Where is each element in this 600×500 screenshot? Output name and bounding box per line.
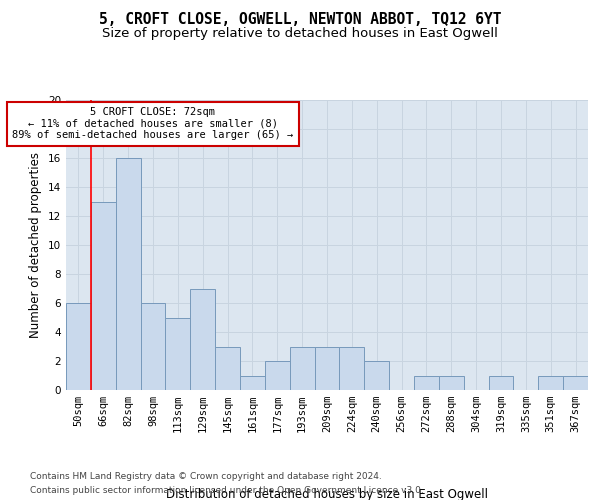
X-axis label: Distribution of detached houses by size in East Ogwell: Distribution of detached houses by size … <box>166 488 488 500</box>
Bar <box>265 361 290 390</box>
Bar <box>364 361 389 390</box>
Text: Size of property relative to detached houses in East Ogwell: Size of property relative to detached ho… <box>102 28 498 40</box>
Bar <box>340 346 364 390</box>
Bar <box>116 158 140 390</box>
Bar <box>66 303 91 390</box>
Bar <box>190 288 215 390</box>
Bar <box>215 346 240 390</box>
Bar <box>314 346 340 390</box>
Bar <box>563 376 588 390</box>
Text: Contains HM Land Registry data © Crown copyright and database right 2024.: Contains HM Land Registry data © Crown c… <box>30 472 382 481</box>
Bar <box>414 376 439 390</box>
Bar <box>488 376 514 390</box>
Bar <box>240 376 265 390</box>
Bar <box>91 202 116 390</box>
Text: 5 CROFT CLOSE: 72sqm
← 11% of detached houses are smaller (8)
89% of semi-detach: 5 CROFT CLOSE: 72sqm ← 11% of detached h… <box>13 108 293 140</box>
Bar <box>166 318 190 390</box>
Text: Contains public sector information licensed under the Open Government Licence v3: Contains public sector information licen… <box>30 486 424 495</box>
Bar <box>439 376 464 390</box>
Bar <box>290 346 314 390</box>
Bar <box>140 303 166 390</box>
Y-axis label: Number of detached properties: Number of detached properties <box>29 152 43 338</box>
Bar <box>538 376 563 390</box>
Text: 5, CROFT CLOSE, OGWELL, NEWTON ABBOT, TQ12 6YT: 5, CROFT CLOSE, OGWELL, NEWTON ABBOT, TQ… <box>99 12 501 28</box>
